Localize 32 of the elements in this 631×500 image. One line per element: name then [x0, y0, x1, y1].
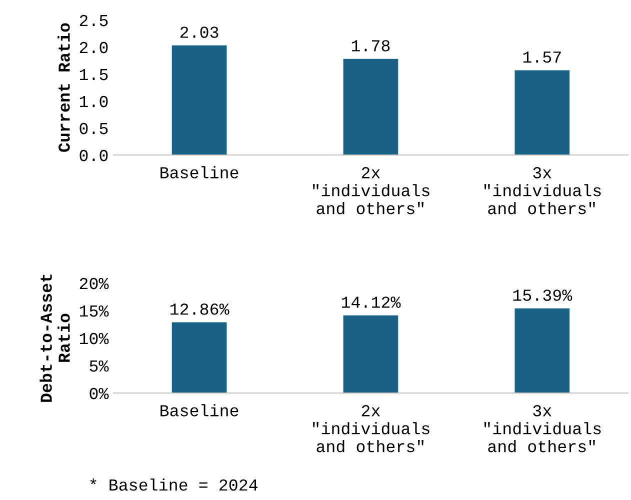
bar [343, 315, 398, 393]
bar [514, 308, 570, 393]
x-tick-label: Baseline [160, 166, 238, 178]
y-tick-label: 10% [80, 332, 109, 344]
text: * Baseline = 2024 [90, 478, 258, 491]
y-tick-label: 20% [80, 278, 109, 290]
data-label: 12.86% [170, 303, 230, 315]
bar [172, 45, 227, 155]
y-tick-label: 0% [90, 388, 109, 400]
bar [343, 58, 398, 155]
x-tick-label: 2x "individuals and others" [312, 405, 430, 452]
x-tick-label: 3x "individuals and others" [484, 167, 601, 214]
data-label: 14.12% [342, 296, 401, 308]
data-label: 1.78 [352, 40, 390, 52]
y-tick-label: 1.0 [80, 96, 108, 108]
y-tick-label: 1.5 [80, 69, 108, 80]
y-axis-title: Current Ratio [58, 23, 70, 152]
x-tick-label: 3x "individuals and others" [484, 405, 601, 452]
data-label: 15.39% [513, 290, 572, 301]
x-tick-label: 2x "individuals and others" [312, 167, 430, 214]
y-tick-label: 2.5 [80, 14, 108, 26]
y-tick-label: 2.0 [80, 42, 108, 54]
y-tick-label: 15% [80, 305, 109, 317]
bar [514, 70, 570, 155]
y-tick-label: 5% [90, 360, 109, 372]
data-label: 1.57 [523, 52, 561, 63]
bar [172, 322, 227, 393]
data-label: 2.03 [180, 26, 218, 38]
y-tick-label: 0.5 [80, 122, 108, 134]
y-tick-label: 0.0 [80, 150, 108, 162]
y-axis-title: Debt-to-Asset Ratio [40, 274, 70, 402]
x-tick-label: Baseline [160, 404, 238, 416]
